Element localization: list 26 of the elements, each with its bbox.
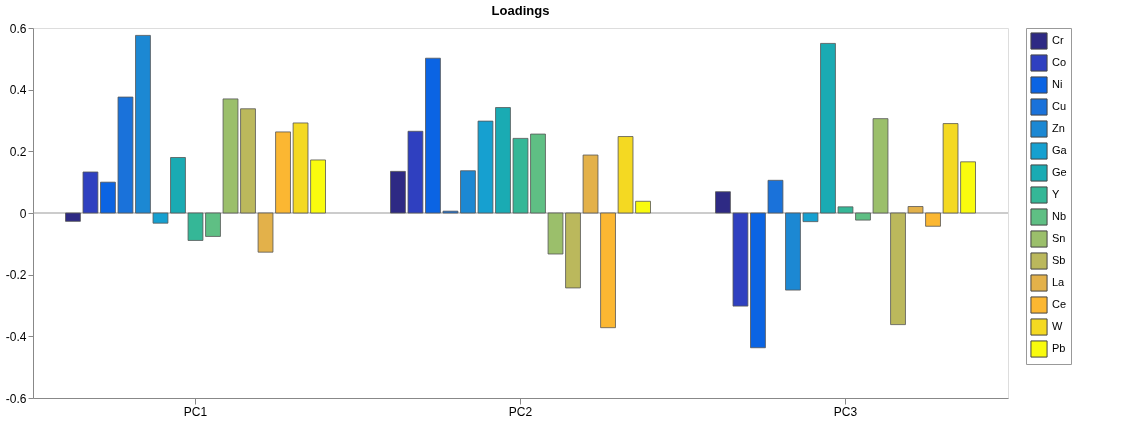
legend-label: Cr bbox=[1052, 34, 1064, 46]
legend-label: Ce bbox=[1052, 298, 1067, 310]
legend-label: Pb bbox=[1052, 342, 1066, 354]
y-tick-label: -0.4 bbox=[5, 329, 27, 344]
legend-label: W bbox=[1052, 320, 1063, 332]
chart-title: Loadings bbox=[491, 3, 550, 18]
legend-label: Ni bbox=[1052, 78, 1063, 90]
x-tick-label: PC2 bbox=[508, 404, 533, 419]
legend-label: Sn bbox=[1052, 232, 1066, 244]
legend-label: Zn bbox=[1052, 122, 1065, 134]
legend-label: Nb bbox=[1052, 210, 1067, 222]
y-tick-label: 0 bbox=[19, 206, 27, 221]
legend-label: Ge bbox=[1052, 166, 1067, 178]
y-tick-label: 0.4 bbox=[9, 83, 27, 98]
legend-label: Sb bbox=[1052, 254, 1066, 266]
y-tick-label: -0.2 bbox=[5, 268, 27, 283]
legend-label: Y bbox=[1052, 188, 1060, 200]
legend-label: Co bbox=[1052, 56, 1067, 68]
y-tick-label: -0.6 bbox=[5, 391, 27, 406]
y-tick-label: 0.2 bbox=[9, 144, 27, 159]
x-tick-label: PC3 bbox=[833, 404, 858, 419]
x-tick-label: PC1 bbox=[183, 404, 208, 419]
legend-label: Cu bbox=[1052, 100, 1067, 112]
legend-label: Ga bbox=[1052, 144, 1068, 156]
y-tick-label: 0.6 bbox=[9, 21, 27, 36]
legend-label: La bbox=[1052, 276, 1066, 288]
